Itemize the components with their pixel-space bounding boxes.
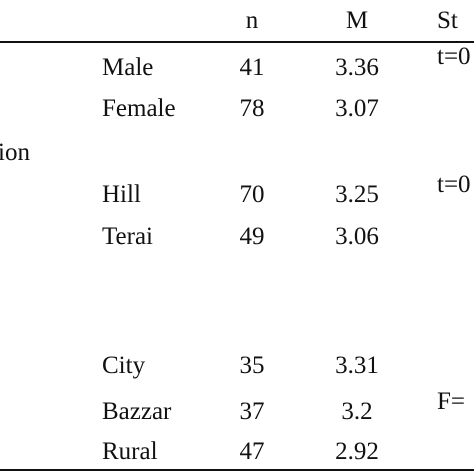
row-category: Hill bbox=[102, 181, 141, 208]
row-category: Terai bbox=[102, 223, 153, 250]
row-n: 35 bbox=[239, 352, 265, 379]
row-n: 37 bbox=[239, 398, 265, 425]
group-statistic: F= bbox=[437, 388, 466, 415]
row-mean: 3.07 bbox=[335, 95, 379, 122]
row-category: Female bbox=[102, 95, 176, 122]
row-mean: 3.25 bbox=[335, 181, 379, 208]
header-n: n bbox=[245, 7, 259, 34]
row-n: 47 bbox=[239, 438, 265, 465]
group-statistic: t=0 bbox=[437, 43, 471, 70]
group-label: ion bbox=[0, 139, 30, 166]
row-category: Bazzar bbox=[102, 398, 172, 425]
row-mean: 3.06 bbox=[335, 223, 379, 250]
row-category: City bbox=[102, 352, 146, 379]
row-n: 49 bbox=[239, 223, 265, 250]
header-m: M bbox=[345, 7, 369, 34]
table-bottom-rule bbox=[0, 469, 474, 471]
table-top-rule bbox=[0, 41, 474, 43]
row-mean: 3.36 bbox=[335, 54, 379, 81]
row-n: 78 bbox=[239, 95, 265, 122]
row-mean: 3.31 bbox=[335, 352, 379, 379]
row-category: Male bbox=[102, 54, 154, 81]
row-mean: 2.92 bbox=[335, 438, 379, 465]
row-n: 41 bbox=[239, 54, 265, 81]
header-statistic: St bbox=[437, 7, 458, 34]
row-category: Rural bbox=[102, 438, 158, 465]
group-statistic: t=0 bbox=[437, 171, 471, 198]
row-mean: 3.2 bbox=[341, 398, 373, 425]
row-n: 70 bbox=[239, 181, 265, 208]
